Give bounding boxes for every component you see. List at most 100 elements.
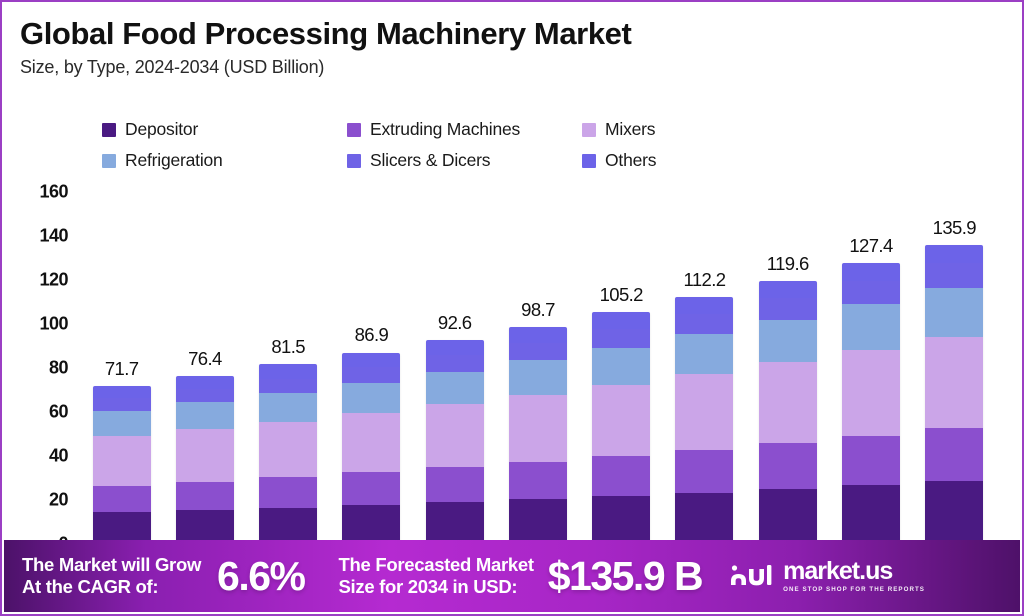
bar-column[interactable]: 71.7 bbox=[80, 192, 163, 544]
bar-stack[interactable] bbox=[175, 375, 234, 544]
bar-segment-slicers-dicers[interactable] bbox=[842, 281, 901, 305]
bar-stack[interactable] bbox=[675, 296, 734, 544]
bar-segment-depositor[interactable] bbox=[758, 488, 817, 544]
bar-segment-extruding-machines[interactable] bbox=[675, 449, 734, 493]
bar-segment-mixers[interactable] bbox=[175, 429, 234, 482]
y-axis-tick: 100 bbox=[39, 313, 68, 334]
bar-segment-depositor[interactable] bbox=[592, 496, 651, 544]
bar-segment-slicers-dicers[interactable] bbox=[92, 398, 151, 412]
bar-segment-extruding-machines[interactable] bbox=[259, 477, 318, 508]
bar-column[interactable]: 76.4 bbox=[163, 192, 246, 544]
bar-segment-extruding-machines[interactable] bbox=[175, 481, 234, 511]
bar-column[interactable]: 112.2 bbox=[663, 192, 746, 544]
legend-label: Depositor bbox=[125, 119, 199, 139]
legend-item-others[interactable]: Others bbox=[582, 150, 722, 171]
bar-segment-others[interactable] bbox=[675, 296, 734, 314]
bar-segment-depositor[interactable] bbox=[92, 512, 151, 544]
bar-segment-refrigeration[interactable] bbox=[842, 304, 901, 351]
bar-segment-mixers[interactable] bbox=[342, 413, 401, 473]
bar-segment-others[interactable] bbox=[758, 280, 817, 298]
bar-segment-mixers[interactable] bbox=[925, 337, 984, 429]
bar-segment-mixers[interactable] bbox=[592, 385, 651, 456]
bar-segment-mixers[interactable] bbox=[842, 350, 901, 436]
bar-column[interactable]: 135.9 bbox=[913, 192, 996, 544]
bar-segment-extruding-machines[interactable] bbox=[342, 472, 401, 506]
bar-segment-slicers-dicers[interactable] bbox=[675, 313, 734, 335]
bar-segment-others[interactable] bbox=[342, 352, 401, 368]
legend-item-extruding-machines[interactable]: Extruding Machines bbox=[347, 119, 582, 140]
bar-segment-refrigeration[interactable] bbox=[758, 319, 817, 363]
bar-segment-refrigeration[interactable] bbox=[425, 371, 484, 405]
bar-column[interactable]: 81.5 bbox=[247, 192, 330, 544]
bar-stack[interactable] bbox=[842, 263, 901, 544]
bar-segment-refrigeration[interactable] bbox=[175, 402, 234, 430]
bar-segment-depositor[interactable] bbox=[842, 484, 901, 544]
bar-stack[interactable] bbox=[592, 312, 651, 544]
bar-segment-refrigeration[interactable] bbox=[925, 288, 984, 338]
bar-segment-slicers-dicers[interactable] bbox=[175, 389, 234, 403]
bar-segment-refrigeration[interactable] bbox=[508, 360, 567, 396]
bar-column[interactable]: 98.7 bbox=[496, 192, 579, 544]
bar-segment-mixers[interactable] bbox=[508, 395, 567, 462]
brand-logo[interactable]: market.us ONE STOP SHOP FOR THE REPORTS bbox=[728, 558, 925, 594]
bar-segment-slicers-dicers[interactable] bbox=[925, 263, 984, 289]
bar-segment-refrigeration[interactable] bbox=[259, 393, 318, 422]
bar-column[interactable]: 92.6 bbox=[413, 192, 496, 544]
bar-segment-depositor[interactable] bbox=[425, 502, 484, 544]
bar-segment-slicers-dicers[interactable] bbox=[425, 355, 484, 372]
bar-segment-extruding-machines[interactable] bbox=[592, 455, 651, 497]
bar-segment-mixers[interactable] bbox=[675, 374, 734, 450]
bar-stack[interactable] bbox=[342, 352, 401, 544]
bar-segment-slicers-dicers[interactable] bbox=[508, 342, 567, 361]
bar-segment-refrigeration[interactable] bbox=[592, 347, 651, 386]
bar-segment-others[interactable] bbox=[175, 375, 234, 390]
bar-segment-slicers-dicers[interactable] bbox=[259, 378, 318, 394]
bar-stack[interactable] bbox=[425, 339, 484, 544]
bar-column[interactable]: 105.2 bbox=[580, 192, 663, 544]
bar-segment-mixers[interactable] bbox=[259, 421, 318, 478]
bar-segment-refrigeration[interactable] bbox=[92, 411, 151, 437]
bar-segment-extruding-machines[interactable] bbox=[925, 428, 984, 481]
bar-segment-others[interactable] bbox=[92, 385, 151, 399]
bar-segment-depositor[interactable] bbox=[342, 505, 401, 544]
bar-segment-others[interactable] bbox=[842, 263, 901, 281]
legend-item-mixers[interactable]: Mixers bbox=[582, 119, 722, 140]
bar-segment-depositor[interactable] bbox=[175, 510, 234, 544]
legend-label: Others bbox=[605, 150, 657, 170]
bar-stack[interactable] bbox=[758, 280, 817, 544]
legend-item-depositor[interactable]: Depositor bbox=[102, 119, 347, 140]
bar-stack[interactable] bbox=[508, 326, 567, 544]
bar-column[interactable]: 119.6 bbox=[746, 192, 829, 544]
bar-segment-slicers-dicers[interactable] bbox=[592, 328, 651, 348]
bar-segment-depositor[interactable] bbox=[925, 480, 984, 544]
bar-segment-others[interactable] bbox=[925, 244, 984, 264]
bar-segment-extruding-machines[interactable] bbox=[92, 485, 151, 513]
bar-segment-depositor[interactable] bbox=[508, 499, 567, 544]
market-size-label-line2: Size for 2034 in USD: bbox=[338, 576, 518, 597]
bar-segment-others[interactable] bbox=[508, 326, 567, 343]
bar-segment-extruding-machines[interactable] bbox=[425, 467, 484, 503]
legend-item-refrigeration[interactable]: Refrigeration bbox=[102, 150, 347, 171]
legend-item-slicers-dicers[interactable]: Slicers & Dicers bbox=[347, 150, 582, 171]
bar-segment-slicers-dicers[interactable] bbox=[758, 297, 817, 320]
bar-segment-refrigeration[interactable] bbox=[675, 334, 734, 375]
bar-stack[interactable] bbox=[92, 385, 151, 544]
bar-column[interactable]: 86.9 bbox=[330, 192, 413, 544]
bar-segment-depositor[interactable] bbox=[259, 507, 318, 544]
bar-segment-mixers[interactable] bbox=[425, 404, 484, 468]
bar-stack[interactable] bbox=[925, 244, 984, 544]
bar-segment-mixers[interactable] bbox=[92, 436, 151, 486]
bar-segment-depositor[interactable] bbox=[675, 492, 734, 544]
bar-segment-others[interactable] bbox=[592, 312, 651, 329]
bar-segment-others[interactable] bbox=[425, 339, 484, 356]
bar-segment-extruding-machines[interactable] bbox=[758, 442, 817, 489]
bar-segment-extruding-machines[interactable] bbox=[842, 435, 901, 485]
bar-segment-mixers[interactable] bbox=[758, 362, 817, 443]
bar-stack[interactable] bbox=[259, 364, 318, 544]
bar-segment-refrigeration[interactable] bbox=[342, 382, 401, 414]
y-axis-tick: 120 bbox=[39, 269, 68, 290]
bar-segment-slicers-dicers[interactable] bbox=[342, 367, 401, 383]
bar-segment-others[interactable] bbox=[259, 364, 318, 379]
bar-column[interactable]: 127.4 bbox=[829, 192, 912, 544]
bar-segment-extruding-machines[interactable] bbox=[508, 461, 567, 500]
